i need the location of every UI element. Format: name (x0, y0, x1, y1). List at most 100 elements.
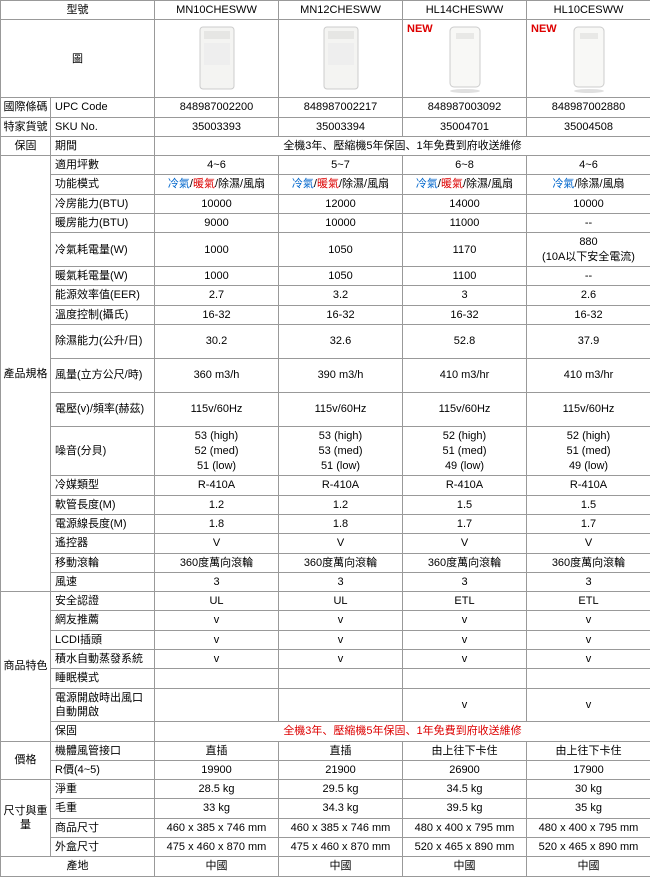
mode-1: 冷氣/暖氣/除濕/風扇 (155, 175, 279, 194)
sku-2: 35003394 (279, 117, 403, 136)
boxdim-4: 520 x 465 x 890 mm (527, 838, 650, 857)
autoopen-3: v (403, 688, 527, 722)
heatbtu-1: 9000 (155, 214, 279, 233)
refrig-4: R-410A (527, 476, 650, 495)
gross-4: 35 kg (527, 799, 650, 818)
sleep-3 (403, 669, 527, 688)
label-cord: 電源線長度(M) (51, 514, 155, 533)
lcdi-3: v (403, 630, 527, 649)
hose-2: 1.2 (279, 495, 403, 514)
warranty-text: 全機3年、壓縮機5年保固、1年免費到府收送維修 (155, 136, 650, 155)
autoopen-2 (279, 688, 403, 722)
airflow-4: 410 m3/hr (527, 358, 650, 392)
airflow-1: 360 m3/h (155, 358, 279, 392)
label-sku: SKU No. (51, 117, 155, 136)
rprice-3: 26900 (403, 760, 527, 779)
volt-4: 115v/60Hz (527, 392, 650, 426)
label-cool-btu: 冷房能力(BTU) (51, 194, 155, 213)
cord-2: 1.8 (279, 514, 403, 533)
dehum-2: 32.6 (279, 324, 403, 358)
product-image-4: NEW (527, 20, 650, 98)
coolbtu-3: 14000 (403, 194, 527, 213)
cat-upc: 國際條碼 (1, 98, 51, 117)
temp-4: 16-32 (527, 305, 650, 324)
noise-1: 53 (high)52 (med)51 (low) (155, 426, 279, 476)
coolw-3: 1170 (403, 233, 527, 267)
product-image-1 (155, 20, 279, 98)
ac-unit-icon (444, 25, 486, 93)
coolw-1: 1000 (155, 233, 279, 267)
temp-1: 16-32 (155, 305, 279, 324)
eer-4: 2.6 (527, 286, 650, 305)
rprice-4: 17900 (527, 760, 650, 779)
duct-4: 由上往下卡住 (527, 741, 650, 760)
sleep-1 (155, 669, 279, 688)
heatw-4: -- (527, 266, 650, 285)
label-noise: 噪音(分貝) (51, 426, 155, 476)
area-3: 6~8 (403, 156, 527, 175)
label-upc: UPC Code (51, 98, 155, 117)
dehum-4: 37.9 (527, 324, 650, 358)
rec-4: v (527, 611, 650, 630)
fanspeed-4: 3 (527, 572, 650, 591)
rprice-1: 19900 (155, 760, 279, 779)
label-prod-dim: 商品尺寸 (51, 818, 155, 837)
gross-2: 34.3 kg (279, 799, 403, 818)
evap-2: v (279, 650, 403, 669)
eer-3: 3 (403, 286, 527, 305)
label-sleep: 睡眠模式 (51, 669, 155, 688)
coolw-2: 1050 (279, 233, 403, 267)
label-safety: 安全認證 (51, 592, 155, 611)
remote-2: V (279, 534, 403, 553)
eer-1: 2.7 (155, 286, 279, 305)
fanspeed-1: 3 (155, 572, 279, 591)
ac-unit-icon (320, 25, 362, 93)
cat-spec: 產品規格 (1, 156, 51, 592)
coolbtu-4: 10000 (527, 194, 650, 213)
label-area: 適用坪數 (51, 156, 155, 175)
volt-3: 115v/60Hz (403, 392, 527, 426)
area-4: 4~6 (527, 156, 650, 175)
area-2: 5~7 (279, 156, 403, 175)
origin-4: 中國 (527, 857, 650, 876)
rec-2: v (279, 611, 403, 630)
cord-4: 1.7 (527, 514, 650, 533)
hose-3: 1.5 (403, 495, 527, 514)
label-rprice: R價(4~5) (51, 760, 155, 779)
remote-3: V (403, 534, 527, 553)
proddim-4: 480 x 400 x 795 mm (527, 818, 650, 837)
dehum-3: 52.8 (403, 324, 527, 358)
sku-3: 35004701 (403, 117, 527, 136)
upc-2: 848987002217 (279, 98, 403, 117)
area-1: 4~6 (155, 156, 279, 175)
hose-1: 1.2 (155, 495, 279, 514)
lcdi-4: v (527, 630, 650, 649)
duct-2: 直插 (279, 741, 403, 760)
sleep-4 (527, 669, 650, 688)
wheels-1: 360度萬向滾輪 (155, 553, 279, 572)
new-badge: NEW (531, 22, 557, 36)
cat-sku: 特家貨號 (1, 117, 51, 136)
coolbtu-2: 12000 (279, 194, 403, 213)
safety-1: UL (155, 592, 279, 611)
label-warranty2: 保固 (51, 722, 155, 741)
header-model: 型號 (1, 1, 155, 20)
origin-2: 中國 (279, 857, 403, 876)
noise-4: 52 (high)51 (med)49 (low) (527, 426, 650, 476)
heatbtu-3: 11000 (403, 214, 527, 233)
wheels-2: 360度萬向滾輪 (279, 553, 403, 572)
model-3: HL14CHESWW (403, 1, 527, 20)
label-wheels: 移動滾輪 (51, 553, 155, 572)
spec-comparison-table: 型號 MN10CHESWW MN12CHESWW HL14CHESWW HL10… (0, 0, 650, 877)
coolw-4: 880 (10A以下安全電流) (527, 233, 650, 267)
label-mode: 功能模式 (51, 175, 155, 194)
label-eer: 能源效率值(EER) (51, 286, 155, 305)
sku-1: 35003393 (155, 117, 279, 136)
cord-1: 1.8 (155, 514, 279, 533)
sleep-2 (279, 669, 403, 688)
model-1: MN10CHESWW (155, 1, 279, 20)
remote-1: V (155, 534, 279, 553)
rprice-2: 21900 (279, 760, 403, 779)
label-gross: 毛重 (51, 799, 155, 818)
label-evap: 積水自動蒸發系統 (51, 650, 155, 669)
